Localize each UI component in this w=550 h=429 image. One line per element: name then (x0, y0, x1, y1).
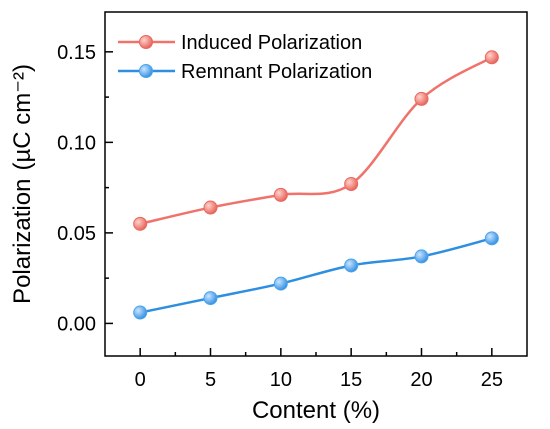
legend-label: Induced Polarization (181, 32, 362, 54)
data-point (273, 187, 288, 202)
data-point (484, 50, 499, 65)
y-tick-label: 0.00 (57, 313, 96, 335)
series-line-1 (139, 237, 493, 314)
x-axis-title: Content (%) (252, 397, 380, 424)
legend-marker (139, 35, 153, 49)
y-axis-title-text: Polarization (9, 179, 36, 304)
data-point (203, 291, 218, 306)
legend-label: Remnant Polarization (181, 61, 372, 83)
x-tick-label: 10 (270, 369, 292, 391)
data-point (344, 258, 359, 273)
data-point (133, 216, 148, 231)
data-point (484, 231, 499, 246)
x-tick-label: 20 (410, 369, 432, 391)
data-point (203, 200, 218, 215)
y-tick-label: 0.10 (57, 132, 96, 154)
x-tick-label: 0 (135, 369, 146, 391)
x-tick-label: 5 (205, 369, 216, 391)
y-axis-title: Polarization (µC cm⁻²) (9, 64, 36, 304)
data-point (344, 177, 359, 191)
x-tick-label: 25 (481, 369, 503, 391)
data-point (273, 276, 288, 291)
data-point (133, 305, 148, 320)
y-axis-unit: (µC cm⁻²) (9, 64, 36, 170)
x-tick-label: 15 (340, 369, 362, 391)
data-point (414, 249, 429, 264)
legend-marker (139, 64, 153, 78)
y-tick-label: 0.15 (57, 42, 96, 64)
data-point (414, 91, 429, 106)
y-tick-label: 0.05 (57, 223, 96, 245)
